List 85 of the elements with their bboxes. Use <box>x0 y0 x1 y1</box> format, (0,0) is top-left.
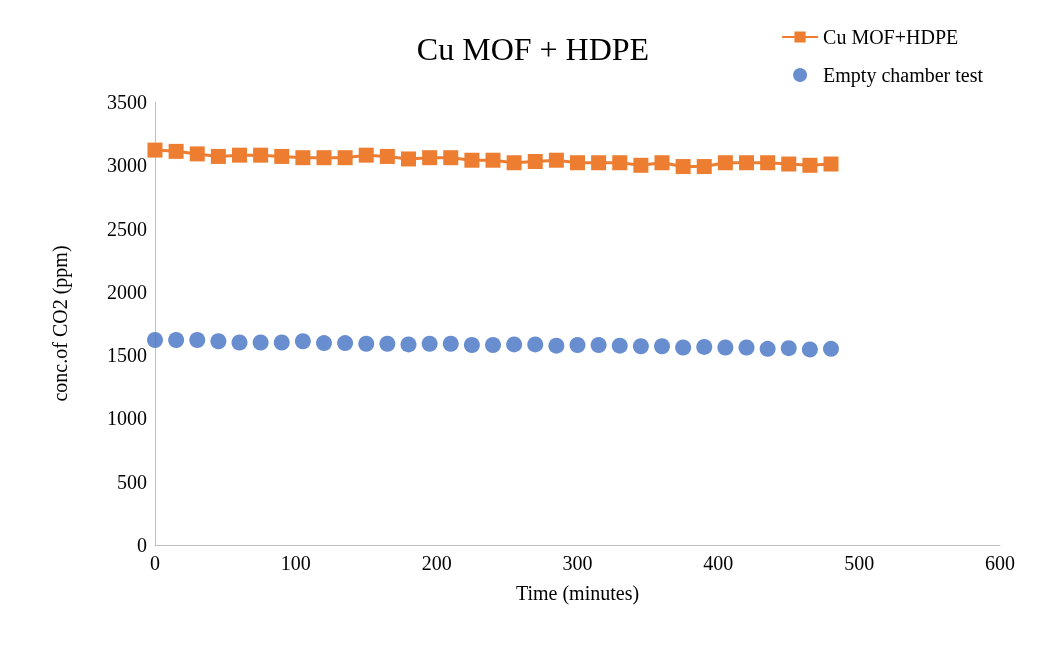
point <box>591 155 607 171</box>
point <box>633 157 649 173</box>
point <box>675 339 692 356</box>
point <box>168 331 185 348</box>
point <box>802 157 818 173</box>
point <box>696 338 713 355</box>
point <box>548 152 564 168</box>
point <box>654 155 670 171</box>
point <box>675 159 691 175</box>
point <box>337 150 353 166</box>
point <box>274 148 290 164</box>
point <box>632 338 649 355</box>
chart-title: Cu MOF + HDPE <box>416 31 650 67</box>
y-axis-title: conc.of CO2 (ppm) <box>49 245 72 402</box>
y-tick-label: 3000 <box>107 154 147 177</box>
point <box>379 148 395 164</box>
y-tick-label: 2000 <box>107 280 147 303</box>
x-tick-label: 500 <box>844 552 875 574</box>
point <box>464 152 480 168</box>
point <box>823 340 839 357</box>
point <box>358 335 375 352</box>
point <box>506 155 522 171</box>
point <box>231 334 248 351</box>
point <box>781 156 797 172</box>
x-tick-label: 100 <box>280 552 311 574</box>
y-tick-label: 1000 <box>107 407 147 430</box>
point <box>316 335 332 352</box>
point <box>253 147 269 163</box>
point <box>463 337 480 354</box>
point <box>210 148 226 164</box>
point <box>739 155 754 171</box>
point <box>485 152 501 168</box>
point <box>232 147 247 163</box>
point <box>738 339 755 356</box>
point <box>780 340 797 357</box>
x-tick-label: 200 <box>421 552 452 574</box>
point <box>548 337 565 354</box>
point <box>401 151 416 167</box>
point <box>189 331 206 348</box>
point <box>379 335 396 352</box>
point <box>358 147 374 163</box>
point <box>400 336 417 353</box>
point <box>759 340 776 357</box>
point <box>337 335 354 352</box>
point <box>506 336 523 353</box>
point <box>443 150 459 166</box>
y-tick-label: 1500 <box>107 344 147 367</box>
point <box>147 142 163 158</box>
y-tick-label: 500 <box>117 470 147 493</box>
point <box>316 150 332 166</box>
point <box>612 155 628 171</box>
point <box>590 337 607 354</box>
point <box>273 334 290 351</box>
y-tick-label: 0 <box>137 534 147 556</box>
point <box>527 153 543 169</box>
legend-label: Empty chamber test <box>823 64 984 87</box>
point <box>801 341 818 358</box>
y-tick-label: 2500 <box>107 217 147 240</box>
point <box>527 336 544 353</box>
point <box>570 155 585 171</box>
point <box>168 143 184 159</box>
point <box>569 337 586 354</box>
legend-label: Cu MOF+HDPE <box>823 26 959 48</box>
point <box>823 156 839 172</box>
point <box>189 146 205 162</box>
point <box>485 337 501 354</box>
point <box>252 334 269 351</box>
x-tick-label: 600 <box>985 552 1015 574</box>
x-tick-label: 400 <box>703 552 734 574</box>
point <box>210 333 227 350</box>
point <box>422 150 438 166</box>
y-tick-label: 3500 <box>107 91 147 113</box>
x-axis-title: Time (minutes) <box>515 582 640 605</box>
point <box>294 333 311 350</box>
point <box>717 155 733 171</box>
point <box>147 331 163 348</box>
point <box>442 335 459 352</box>
point <box>421 335 438 352</box>
point <box>760 155 776 171</box>
point <box>696 159 712 175</box>
x-tick-label: 300 <box>562 552 593 574</box>
point <box>611 337 628 354</box>
point <box>295 150 311 166</box>
point <box>654 338 670 355</box>
point <box>717 339 734 356</box>
